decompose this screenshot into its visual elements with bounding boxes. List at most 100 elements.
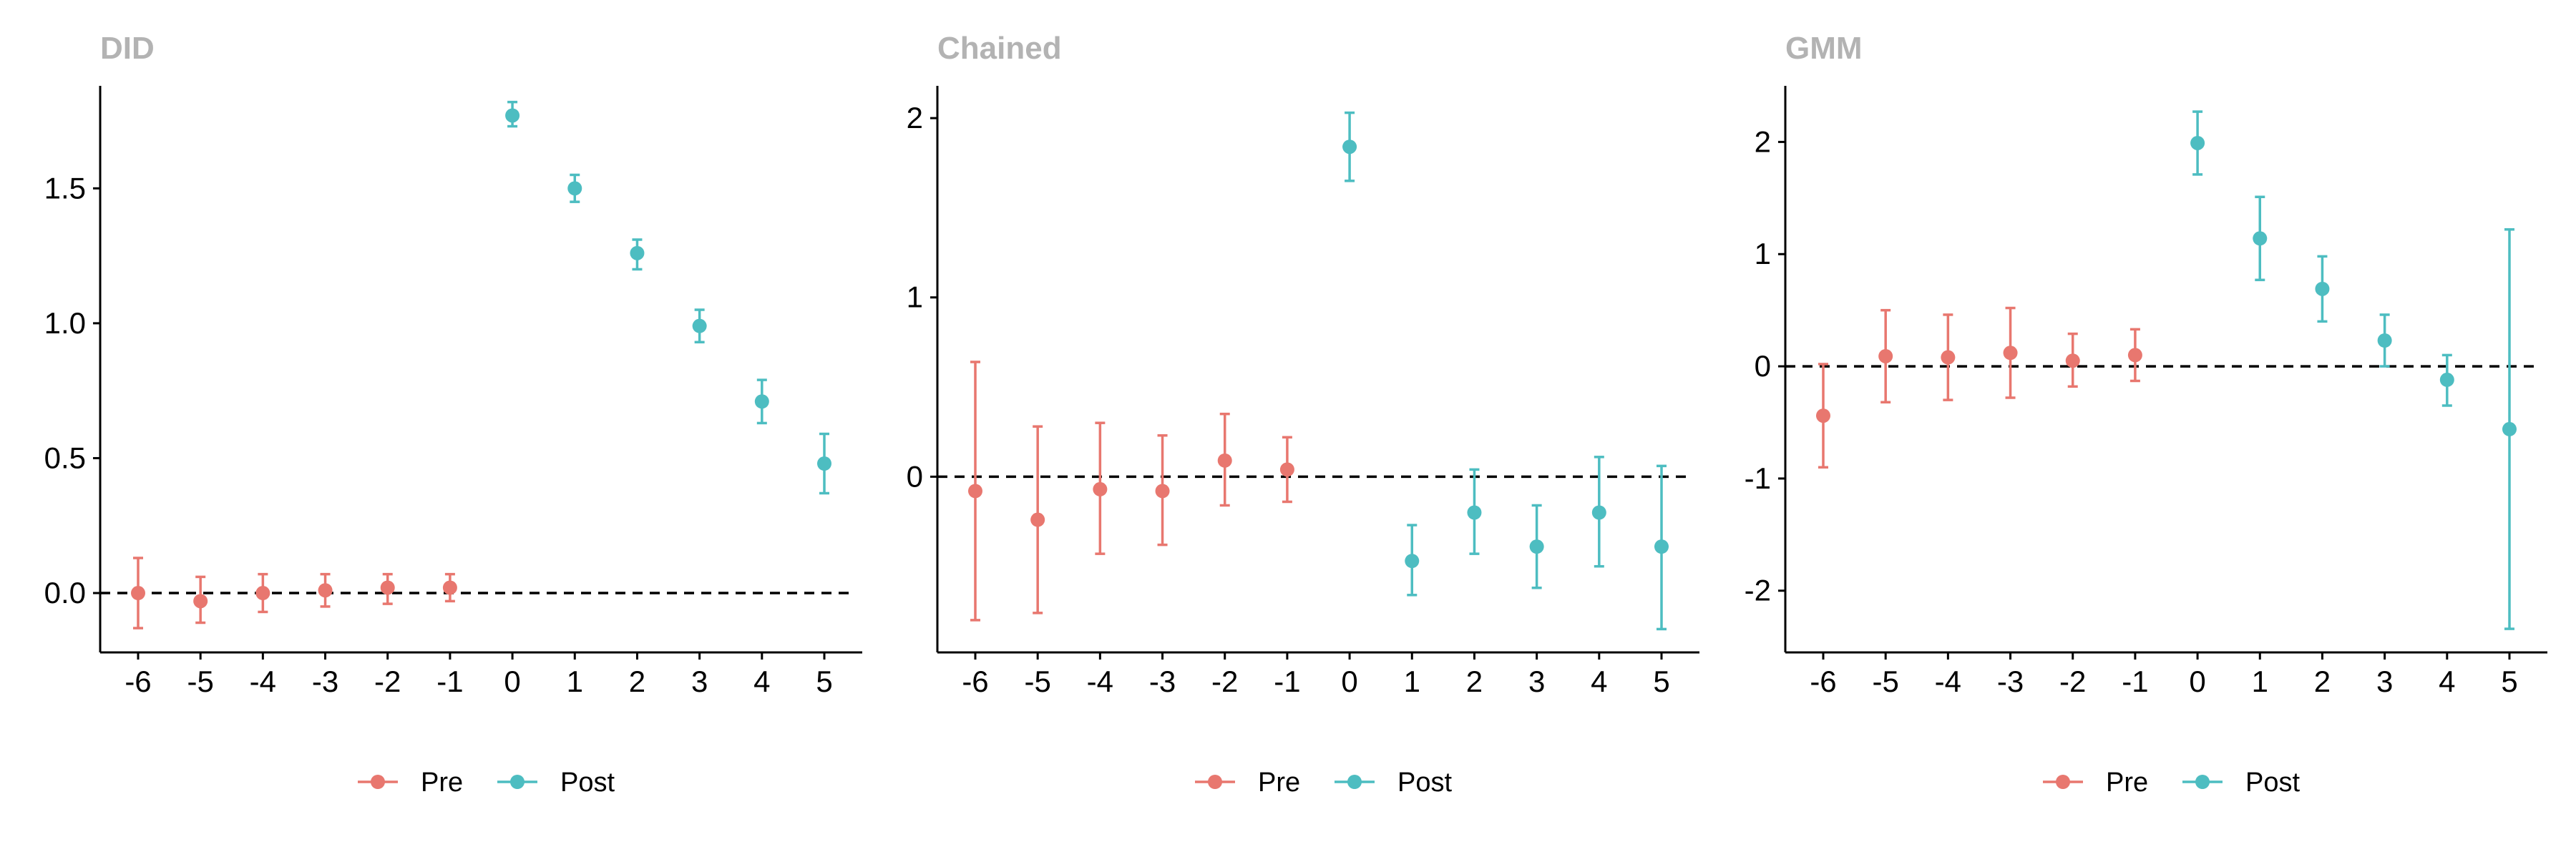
y-tick-label: 1 [907,280,923,314]
y-tick-label: 1.0 [44,306,86,340]
series-post [2190,110,2517,630]
x-tick-label: -5 [187,665,214,698]
panel-title: GMM [1785,31,1863,66]
x-tick-label: 3 [2376,665,2393,698]
legend-label: Post [560,768,615,798]
data-point [1467,505,1482,520]
data-point [968,484,982,499]
data-point [380,580,395,595]
series-pre [968,361,1294,622]
data-point [1342,139,1357,155]
x-tick-label: -3 [1149,665,1176,698]
series-pre [131,557,457,630]
legend-label: Post [1397,768,1452,798]
x-tick-label: -4 [1935,665,1961,698]
data-point [442,580,457,595]
data-point [1529,539,1544,554]
x-tick-label: 0 [504,665,520,698]
data-point [255,586,270,601]
legend-key-point [510,775,525,789]
x-tick-label: 3 [1528,665,1545,698]
y-tick-label: 2 [907,101,923,134]
legend-key-point [1347,775,1362,789]
data-point [2190,135,2205,150]
x-tick-label: -2 [2059,665,2086,698]
y-tick-label: 2 [1755,124,1771,158]
series-pre [1816,306,2142,469]
x-tick-label: -1 [2122,665,2148,698]
x-tick-label: 1 [2252,665,2268,698]
data-point [2502,421,2517,436]
data-point [1654,539,1669,554]
legend: Pre Post [2043,768,2300,798]
data-point [2127,348,2142,363]
x-tick-label: -6 [1810,665,1836,698]
x-tick-label: 0 [2189,665,2205,698]
legend: Pre Post [1195,768,1452,798]
legend-key-point [371,775,385,789]
x-tick-label: -2 [374,665,401,698]
x-tick-label: 0 [1341,665,1357,698]
x-tick-label: -4 [250,665,276,698]
series-post [1342,111,1669,631]
data-point [1941,350,1956,365]
data-point [1591,505,1606,520]
x-tick-label: 1 [567,665,583,698]
data-point [1405,554,1420,569]
series-post [505,100,831,495]
y-tick-label: -2 [1745,574,1771,607]
data-point [630,245,645,260]
x-tick-label: -4 [1087,665,1113,698]
legend-label: Pre [1258,768,1300,798]
x-tick-label: -6 [962,665,988,698]
x-tick-label: -5 [1025,665,1051,698]
data-point [1878,348,1893,363]
x-tick-label: -3 [1997,665,2024,698]
y-tick-label: 1.5 [44,171,86,205]
data-point [2003,346,2018,361]
y-tick-label: 0.5 [44,441,86,474]
legend-label: Pre [421,768,463,798]
panel-chained: Chained 0 1 2 -6 -5 -4 -3 -2 -1 0 1 2 3 4 5 Pre Post [907,31,1699,798]
x-tick-label: 5 [1653,665,1669,698]
y-tick-label: 0.0 [44,576,86,609]
x-tick-label: 5 [816,665,832,698]
data-point [2377,333,2392,348]
data-point [2439,372,2454,387]
x-tick-label: -3 [312,665,338,698]
data-point [1093,481,1108,496]
legend-key-point [1208,775,1222,789]
data-point [2065,353,2080,368]
x-tick-label: 5 [2501,665,2517,698]
data-point [692,318,707,333]
x-tick-label: -1 [1274,665,1300,698]
x-tick-label: 2 [2314,665,2331,698]
panel-gmm: GMM -2 -1 0 1 2 -6 -5 -4 -3 -2 -1 0 1 2 3 4 5 Pre Post [1745,31,2547,798]
data-point [817,456,831,471]
x-tick-label: 4 [753,665,770,698]
data-point [131,586,145,601]
x-tick-label: 2 [1466,665,1483,698]
panel-title: Chained [937,31,1062,66]
data-point [2315,281,2330,296]
y-tick-label: 0 [907,459,923,493]
x-tick-label: 2 [629,665,645,698]
data-point [1030,512,1045,527]
data-point [1279,462,1294,477]
y-tick-label: 1 [1755,237,1771,270]
data-point [318,583,333,598]
x-tick-label: -2 [1211,665,1238,698]
data-point [754,394,769,409]
x-tick-label: 1 [1404,665,1420,698]
y-tick-label: 0 [1755,349,1771,383]
x-tick-label: 4 [2439,665,2455,698]
x-tick-label: -1 [436,665,463,698]
legend-label: Pre [2106,768,2148,798]
legend-key-point [2056,775,2070,789]
legend: Pre Post [358,768,615,798]
panel-title: DID [100,31,155,66]
x-tick-label: 3 [691,665,708,698]
x-tick-label: -6 [125,665,151,698]
